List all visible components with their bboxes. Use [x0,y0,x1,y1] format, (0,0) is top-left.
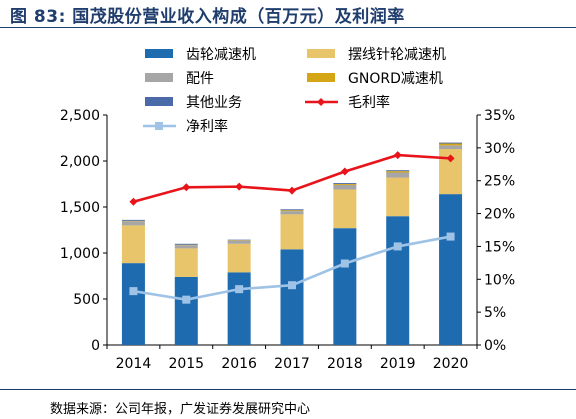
legend-item-other: 其他业务 [145,95,242,111]
bar-segment-other [333,183,357,184]
margin-lines [129,151,455,304]
bar-segment-gear_reducer [174,276,198,345]
bar-segment-gnord_reducer [280,210,304,212]
y-right-tick-label: 35% [484,108,515,124]
bar-segment-accessories [174,245,198,249]
legend-swatch-other [145,97,173,106]
bar-segment-accessories [227,240,251,244]
legend-label-cycloid_reducer: 摆线针轮减速机 [348,47,446,63]
bar-segment-gnord_reducer [333,184,357,185]
legend-item-gear_reducer: 齿轮减速机 [145,47,256,63]
y-left-tick-label: 1,000 [60,246,100,262]
y-right-tick-label: 10% [484,272,515,288]
point-gross_margin [393,151,402,160]
bar-segment-gear_reducer [439,194,463,345]
legend-swatch-accessories [145,73,173,82]
point-net_margin [288,281,296,290]
bar-segment-cycloid_reducer [174,248,198,277]
x-tick-label: 2017 [274,356,310,372]
legend-item-accessories: 配件 [145,71,214,87]
legend-swatch-gear_reducer [145,49,173,58]
legend-label-other: 其他业务 [186,95,242,111]
legend-item-cycloid_reducer: 摆线针轮减速机 [307,47,446,63]
bar-segment-other [439,142,463,144]
x-tick-label: 2019 [380,356,416,372]
bar-segment-accessories [386,172,410,178]
bar-segment-cycloid_reducer [280,214,304,250]
bar-segment-accessories [121,221,145,226]
x-tick-label: 2015 [168,356,204,372]
y-left-tick-label: 2,500 [60,108,100,124]
y-right-tick-label: 20% [484,207,515,223]
point-gross_margin [340,167,349,176]
legend-label-net_margin: 净利率 [186,118,228,135]
y-right-tick-label: 25% [484,174,515,190]
bar-segment-accessories [439,145,463,150]
bar-segment-accessories [333,184,357,190]
y-right-tick-label: 0% [484,338,506,354]
bar-segment-gear_reducer [121,263,145,345]
point-gross_margin [182,183,191,192]
y-left-tick-label: 1,500 [60,200,100,216]
point-net_margin [340,259,349,268]
bar-segment-gear_reducer [333,228,357,345]
bar-segment-cycloid_reducer [386,177,410,217]
source-divider [0,389,576,390]
y-right-tick-label: 15% [484,239,515,255]
legend-label-gross_margin: 毛利率 [348,94,390,111]
title-divider [0,27,576,28]
x-tick-label: 2014 [116,356,152,372]
y-left-tick-label: 0 [91,338,100,354]
y-left-tick-label: 500 [73,292,100,308]
y-right-tick-label: 5% [484,305,506,321]
y-left-tick-label: 2,000 [60,154,100,170]
bar-segment-gear_reducer [386,216,410,345]
legend-item-net_margin: 净利率 [143,118,228,135]
x-tick-label: 2018 [327,356,363,372]
bar-segment-gnord_reducer [439,143,463,146]
legend-label-gear_reducer: 齿轮减速机 [186,47,256,63]
point-net_margin [393,242,402,251]
legend-marker-net_margin [155,122,163,130]
point-gross_margin [235,182,244,191]
bar-segment-cycloid_reducer [439,149,463,195]
source-note: 数据来源：公司年报，广发证券发展研究中心 [50,402,311,417]
bar-segment-gear_reducer [227,272,251,345]
legend-swatch-cycloid_reducer [307,49,335,58]
bar-segment-cycloid_reducer [227,243,251,273]
bar-segment-other [386,170,410,172]
point-net_margin [235,285,244,294]
bar-segment-cycloid_reducer [121,225,145,264]
legend-item-gross_margin: 毛利率 [305,94,390,111]
y-right-tick-label: 30% [484,141,515,157]
bar-segment-cycloid_reducer [333,189,357,229]
axes: 0 500 1,000 1,500 2,000 2,500 0% 5% 10% 15% 20% 25%… [60,108,515,372]
bar-segment-gnord_reducer [386,171,410,173]
legend-item-gnord_reducer: GNORD减速机 [307,71,443,87]
x-tick-label: 2020 [433,356,469,372]
legend-swatch-gnord_reducer [307,73,335,82]
bar-segment-gear_reducer [280,249,304,345]
point-net_margin [182,295,191,304]
x-tick-label: 2016 [221,356,257,372]
point-gross_margin [446,154,455,163]
bar-segment-other [174,243,198,245]
legend-label-gnord_reducer: GNORD减速机 [348,71,443,87]
point-gross_margin [129,197,138,206]
legend-label-accessories: 配件 [186,71,214,87]
point-net_margin [446,232,455,241]
point-gross_margin [288,186,296,195]
figure-title: 图 83: 国茂股份营业收入构成（百万元）及利润率 [10,7,405,27]
legend-marker-gross_margin [317,98,325,106]
bar-segment-other [121,219,145,221]
bar-segment-accessories [280,211,304,215]
point-net_margin [129,287,138,296]
bar-segment-other [280,209,304,211]
